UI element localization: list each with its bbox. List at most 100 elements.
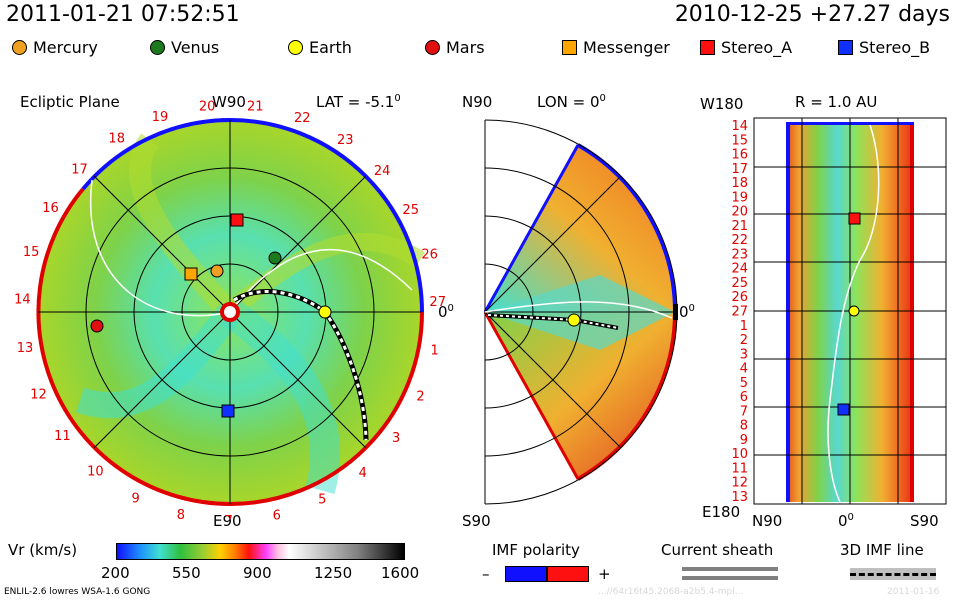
radius-map-left-edge	[786, 122, 790, 502]
ecliptic-day-tick: 11	[54, 429, 71, 444]
ecliptic-right-label: 00	[438, 303, 454, 321]
messenger-marker	[184, 267, 198, 281]
ecliptic-top-label: W90	[212, 93, 246, 111]
mercury-marker-icon	[12, 40, 27, 55]
meridional-grid-diag-2	[484, 311, 622, 449]
ecliptic-day-tick: 3	[392, 431, 400, 446]
meridional-arc-blue	[577, 143, 678, 313]
ecliptic-band-3	[75, 304, 241, 419]
faint-run-id: ...//64r16t45.2068-a2b5.4-mpl...	[598, 587, 744, 597]
current-datetime: 2011-01-21 07:52:51	[6, 2, 240, 27]
right-panel-x-left: N90	[752, 512, 783, 530]
radius-map-day-tick: 15	[731, 133, 748, 148]
meridional-imf-line	[487, 314, 619, 329]
imf-polarity-negative-swatch	[505, 566, 547, 582]
ecliptic-band-4	[221, 299, 341, 495]
model-version: ENLIL-2.6 lowres WSA-1.6 GONG	[4, 587, 151, 597]
meridional-earth-marker	[567, 313, 581, 327]
ecliptic-day-ticks: 2712345678910111213141516171819202122232…	[14, 100, 446, 520]
colorbar-tick-2: 550	[172, 564, 201, 582]
ecliptic-boundary-red-left	[36, 187, 231, 506]
legend-venus: Venus	[150, 38, 219, 57]
radius-map-day-tick: 26	[731, 290, 748, 305]
ecliptic-band-2	[129, 133, 238, 320]
ecliptic-day-tick: 18	[108, 132, 125, 147]
radius-map-day-tick: 24	[731, 262, 748, 277]
right-panel-bottom-label: E180	[702, 503, 741, 521]
legend-mercury: Mercury	[12, 38, 98, 57]
radius-map-day-tick: 10	[731, 447, 748, 462]
ecliptic-day-tick: 10	[87, 465, 104, 480]
current-sheath-line-1	[682, 567, 778, 571]
ecliptic-day-tick: 15	[23, 245, 40, 260]
radius-map-day-tick: 7	[740, 404, 748, 419]
colorbar-tick-5: 1600	[381, 564, 420, 582]
right-panel-x-mid-degree: 0	[847, 512, 854, 523]
radius-map-day-tick: 6	[740, 390, 748, 405]
imf-polarity-minus: –	[482, 565, 490, 583]
imf-polarity-positive-swatch	[547, 566, 589, 582]
sun-marker	[220, 302, 240, 322]
ecliptic-day-tick: 1	[430, 343, 438, 358]
colorbar-tick-1: 200	[101, 564, 130, 582]
current-sheath-line-2	[682, 576, 778, 580]
imf-polarity-plus: +	[598, 565, 611, 583]
legend-stereo-a-label: Stereo_A	[721, 38, 793, 57]
ecliptic-plane-plot: 2712345678910111213141516171819202122232…	[14, 100, 446, 520]
meridional-right-value: 0	[679, 303, 689, 321]
stereo-a-marker-icon	[700, 40, 715, 55]
run-time: 2010-12-25 +27.27 days	[674, 2, 950, 27]
ecliptic-day-tick: 20	[199, 100, 216, 114]
latitude-label: LAT = -5.10	[316, 93, 401, 111]
venus-marker-icon	[150, 40, 165, 55]
meridional-plane-plot	[483, 119, 678, 505]
legend-venus-label: Venus	[171, 38, 220, 57]
radius-map-stereo-b	[837, 403, 850, 416]
legend-mars-label: Mars	[446, 38, 485, 57]
radius-map-day-tick: 21	[731, 219, 748, 234]
ecliptic-day-tick: 21	[247, 100, 264, 115]
radius-map-day-tick: 3	[740, 347, 748, 362]
ecliptic-day-tick: 6	[273, 509, 281, 520]
radius-map-day-tick: 2	[740, 333, 748, 348]
colorbar-tick-3: 900	[243, 564, 272, 582]
radius-map-day-tick: 20	[731, 205, 748, 220]
meridional-sector-line	[484, 301, 673, 319]
ecliptic-day-tick: 26	[421, 248, 438, 263]
stereo-a-marker	[230, 213, 244, 227]
radius-map-day-tick: 1	[740, 319, 748, 334]
radius-map-day-tick: 8	[740, 419, 748, 434]
meridional-bottom-label: S90	[462, 512, 491, 530]
right-panel-x-mid: 00	[838, 512, 854, 530]
ecliptic-day-tick: 8	[177, 508, 185, 520]
latitude-degree: 0	[394, 93, 401, 104]
longitude-value: LON = 0	[537, 93, 600, 111]
legend-earth: Earth	[288, 38, 352, 57]
ecliptic-plane-title: Ecliptic Plane	[20, 93, 120, 111]
meridional-right-degree: 0	[688, 303, 695, 314]
legend-mercury-label: Mercury	[33, 38, 98, 57]
ecliptic-day-tick: 22	[294, 111, 311, 126]
ecliptic-right-value: 0	[438, 303, 448, 321]
ecliptic-day-tick: 27	[429, 295, 446, 310]
radius-map-day-tick: 17	[731, 162, 748, 177]
radius-map-day-tick: 23	[731, 247, 748, 262]
ecliptic-day-tick: 12	[30, 387, 47, 402]
mars-marker-icon	[425, 40, 440, 55]
right-panel-x-mid-value: 0	[838, 512, 848, 530]
imf3d-title: 3D IMF line	[840, 541, 924, 559]
imf3d-line	[850, 573, 936, 576]
ecliptic-right-degree: 0	[447, 303, 454, 314]
radius-map-day-tick: 25	[731, 276, 748, 291]
earth-marker-icon	[288, 40, 303, 55]
meridional-grid-diag-1	[484, 175, 622, 313]
ecliptic-day-tick: 23	[337, 133, 354, 148]
radius-map-earth	[848, 305, 860, 317]
ecliptic-day-tick: 17	[71, 162, 88, 177]
radius-map-day-tick: 22	[731, 233, 748, 248]
latitude-value: LAT = -5.1	[316, 93, 395, 111]
meridional-top-label: N90	[462, 93, 493, 111]
radius-map-day-tick: 16	[731, 148, 748, 163]
longitude-degree: 0	[599, 93, 606, 104]
legend-stereo-a: Stereo_A	[700, 38, 792, 57]
